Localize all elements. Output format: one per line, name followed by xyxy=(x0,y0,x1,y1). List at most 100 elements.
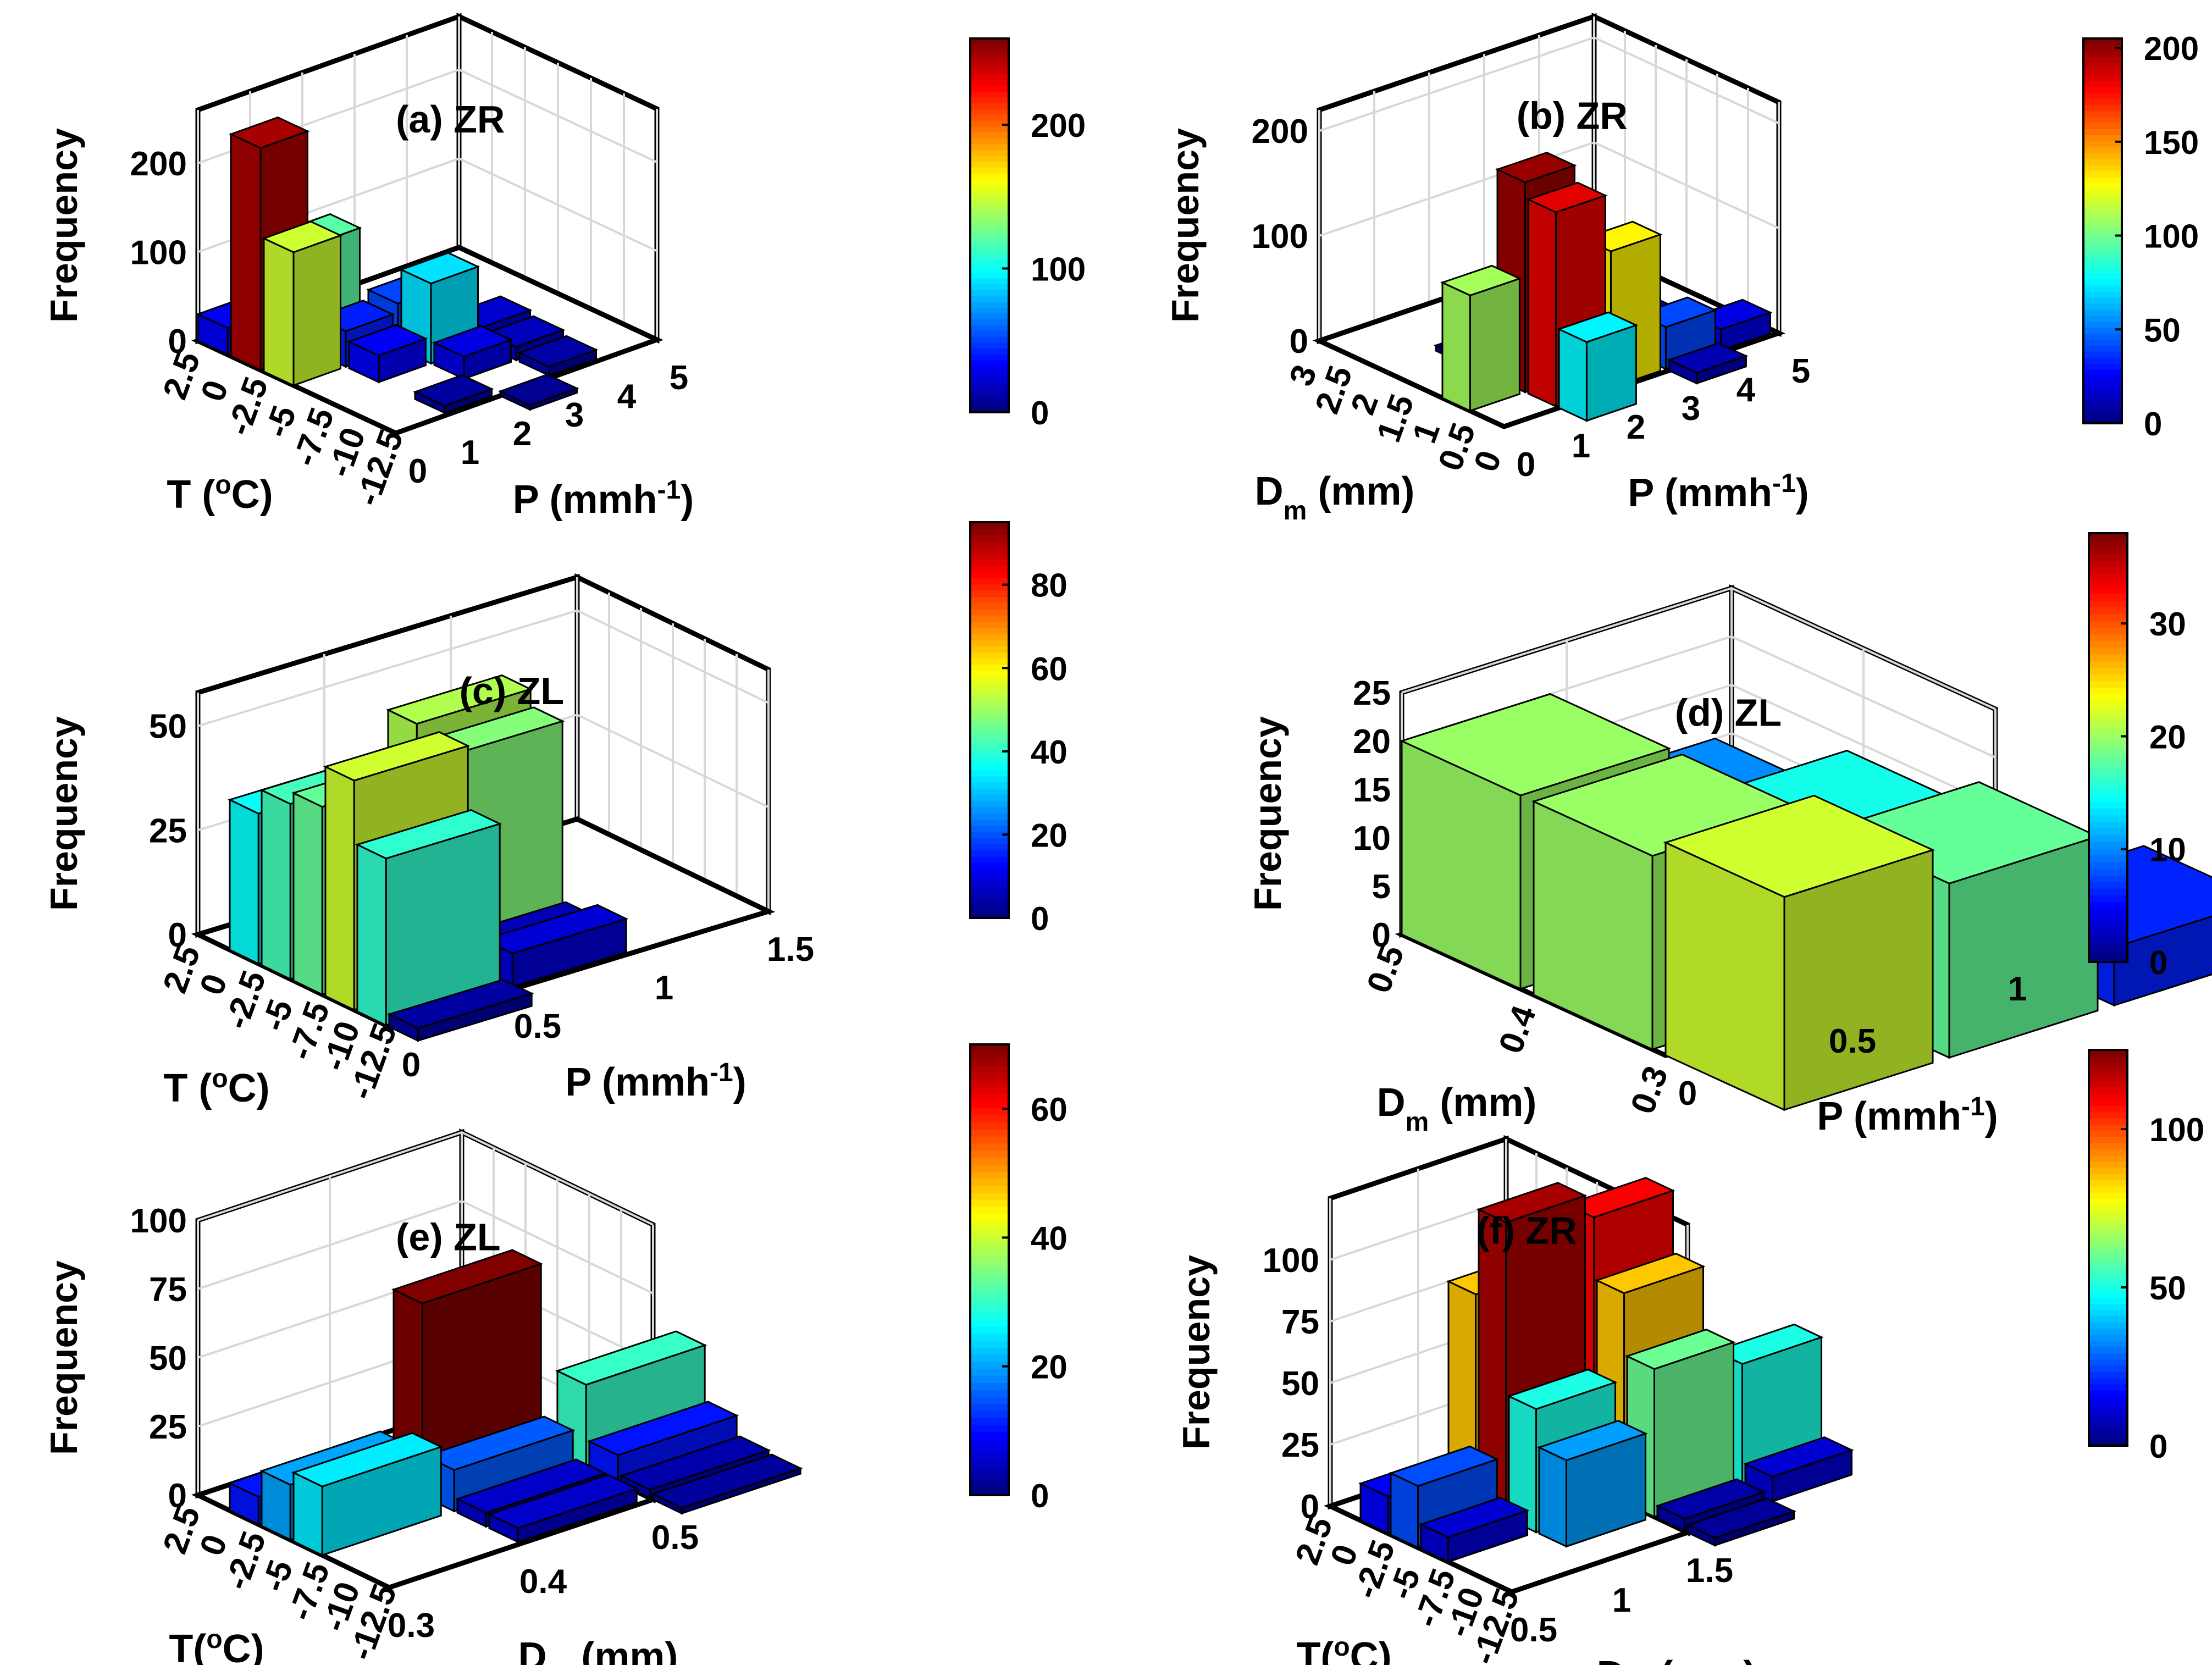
z-axis-label: Frequency xyxy=(42,128,85,323)
bar xyxy=(355,809,502,1027)
x-axis-label: Dm (mm) xyxy=(1377,1081,1537,1137)
colorbar-tick-label: 150 xyxy=(2144,124,2199,161)
bar xyxy=(487,1474,639,1544)
bar xyxy=(1418,1496,1530,1563)
y-tick-label: 4 xyxy=(1737,371,1756,409)
y-tick-label: 1 xyxy=(461,434,479,472)
colorbar-tick-label: 20 xyxy=(1031,1349,1068,1386)
z-tick-label: 15 xyxy=(1353,771,1391,809)
grid-line xyxy=(197,1199,654,1295)
z-tick-label: 100 xyxy=(1252,218,1308,256)
x-axis-label: Dm (mm) xyxy=(1255,469,1415,526)
z-tick-label: 25 xyxy=(1353,674,1391,712)
z-tick-label: 5 xyxy=(1372,868,1391,906)
panel-title: (c) ZL xyxy=(460,670,565,712)
y-tick-label: 2 xyxy=(1627,408,1645,446)
colorbar-tick-label: 20 xyxy=(2149,718,2186,755)
x-tick-label: 0.3 xyxy=(1624,1061,1675,1119)
y-tick-label: 0 xyxy=(1678,1075,1697,1113)
z-axis-label: Frequency xyxy=(42,716,85,911)
bar xyxy=(651,1453,803,1515)
y-axis-label: Dm (mm) xyxy=(1597,1653,1757,1665)
panel-title: (f) ZR xyxy=(1476,1209,1577,1252)
colorbar-tick-label: 200 xyxy=(2144,30,2199,67)
z-tick-label: 10 xyxy=(1353,820,1391,858)
grid-line xyxy=(197,1131,654,1226)
z-tick-label: 0 xyxy=(168,323,187,361)
colorbar-tick-label: 0 xyxy=(2149,1428,2167,1465)
bar xyxy=(1440,264,1522,412)
y-tick-label: 0 xyxy=(402,1046,421,1084)
bar xyxy=(1685,1497,1796,1547)
colorbar-tick-label: 80 xyxy=(1031,567,1068,604)
colorbar: 0 50 100 xyxy=(2088,1049,2204,1465)
z-axis-label: Frequency xyxy=(1246,716,1289,911)
y-tick-label: 0.5 xyxy=(514,1008,561,1046)
z-tick-label: 100 xyxy=(130,234,187,272)
y-tick-label: 0 xyxy=(1517,446,1535,484)
z-tick-label: 75 xyxy=(149,1271,187,1309)
y-tick-label: 3 xyxy=(565,396,584,434)
panel-title: (d) ZL xyxy=(1675,692,1782,734)
colorbar-tick-label: 50 xyxy=(2149,1270,2186,1307)
y-axis-label: P (mmh-1) xyxy=(1628,469,1809,516)
panel-title: (a) ZR xyxy=(396,98,505,141)
bar xyxy=(413,374,494,414)
bar xyxy=(291,1432,444,1557)
z-tick-label: 0 xyxy=(168,1477,187,1515)
y-tick-label: 0.5 xyxy=(1510,1611,1557,1649)
colorbar-tick-label: 60 xyxy=(1031,650,1068,687)
z-tick-label: 50 xyxy=(149,1340,187,1378)
y-tick-label: 5 xyxy=(670,359,688,397)
y-tick-label: 0.3 xyxy=(388,1607,435,1645)
colorbar-tick-label: 0 xyxy=(2149,944,2167,981)
z-tick-label: 100 xyxy=(130,1202,187,1240)
grid-line xyxy=(1401,587,1996,710)
y-tick-label: 4 xyxy=(617,378,637,416)
colorbar-tick-label: 100 xyxy=(2144,218,2199,255)
colorbar: 0 50 100 150 200 xyxy=(2082,30,2199,442)
y-tick-label: 0.5 xyxy=(651,1519,699,1557)
colorbar-tick-label: 20 xyxy=(1031,817,1068,854)
bar xyxy=(386,978,534,1042)
colorbar-tick-label: 200 xyxy=(1031,107,1086,144)
bar xyxy=(347,324,428,384)
colorbar-tick-label: 0 xyxy=(1031,395,1049,432)
y-tick-label: 3 xyxy=(1682,390,1700,428)
z-tick-label: 50 xyxy=(1281,1365,1319,1403)
z-tick-label: 200 xyxy=(1252,113,1308,151)
colorbar-tick-label: 60 xyxy=(1031,1091,1068,1128)
colorbar-tick-label: 10 xyxy=(2149,832,2186,869)
bar xyxy=(498,373,579,411)
y-axis-label: P (mmh-1) xyxy=(1817,1092,1998,1139)
x-tick-label: 0.4 xyxy=(1492,1000,1544,1058)
z-tick-label: 0 xyxy=(1301,1488,1319,1526)
panel-e: 02550751002.50-2.5-5-7.5-10-12.50.30.40.… xyxy=(42,1043,1068,1665)
panel-title: (b) ZR xyxy=(1517,94,1628,137)
y-axis-label: P (mmh-1) xyxy=(513,475,694,522)
z-axis-label: Frequency xyxy=(1175,1255,1218,1450)
bar xyxy=(1663,794,1936,1111)
x-tick-label: 0 xyxy=(1467,446,1509,477)
z-tick-label: 0 xyxy=(1290,323,1308,361)
y-tick-label: 0.4 xyxy=(519,1563,567,1601)
colorbar: 0 20 40 60 xyxy=(969,1043,1068,1514)
z-tick-label: 0 xyxy=(1372,916,1391,954)
bar xyxy=(262,220,343,387)
colorbar-tick-label: 50 xyxy=(2144,312,2181,349)
colorbar: 0 100 200 xyxy=(969,37,1086,432)
x-tick-label: 0.5 xyxy=(1360,941,1412,998)
colorbar-tick-label: 0 xyxy=(1031,900,1049,937)
z-tick-label: 25 xyxy=(1281,1426,1319,1464)
grid-line xyxy=(1319,141,1779,237)
colorbar-tick-label: 100 xyxy=(2149,1111,2204,1148)
grid-line xyxy=(197,609,769,727)
z-tick-label: 50 xyxy=(149,708,187,746)
z-tick-label: 75 xyxy=(1281,1303,1319,1341)
x-axis-label: T(oC) xyxy=(169,1625,264,1665)
bar xyxy=(1556,311,1639,422)
colorbar: 0 10 20 30 xyxy=(2088,532,2186,981)
